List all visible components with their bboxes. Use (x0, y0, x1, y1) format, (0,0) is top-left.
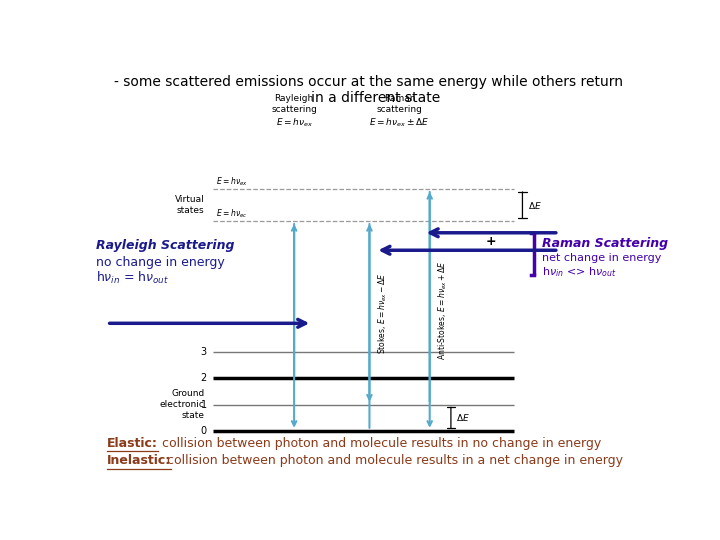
Text: Stokes, $E = h\nu_{ex} - \Delta E$: Stokes, $E = h\nu_{ex} - \Delta E$ (376, 272, 389, 354)
Text: h$\nu_{in}$ <> h$\nu_{out}$: h$\nu_{in}$ <> h$\nu_{out}$ (542, 265, 616, 279)
Text: 2: 2 (200, 373, 207, 383)
Text: Raman
scattering
$E = h\nu_{ex} \pm \Delta E$: Raman scattering $E = h\nu_{ex} \pm \Del… (369, 94, 430, 129)
Text: $E = h\nu_{ec}$: $E = h\nu_{ec}$ (216, 207, 247, 220)
Text: 0: 0 (201, 426, 207, 436)
Text: +: + (486, 235, 497, 248)
Text: $\Delta E$: $\Delta E$ (528, 200, 542, 211)
Text: Inelastic:: Inelastic: (107, 454, 171, 468)
Text: Elastic:: Elastic: (107, 437, 158, 450)
Text: 3: 3 (201, 347, 207, 357)
Text: h$\nu_{in}$ = h$\nu_{out}$: h$\nu_{in}$ = h$\nu_{out}$ (96, 269, 168, 286)
Text: Rayleigh
scattering
$E = h\nu_{ex}$: Rayleigh scattering $E = h\nu_{ex}$ (271, 94, 317, 129)
Text: 1: 1 (201, 400, 207, 409)
Text: Rayleigh Scattering: Rayleigh Scattering (96, 239, 234, 252)
Text: Anti-Stokes, $E = h\nu_{ex} + \Delta E$: Anti-Stokes, $E = h\nu_{ex} + \Delta E$ (436, 260, 449, 360)
Text: Raman Scattering: Raman Scattering (542, 237, 668, 250)
Text: collision between photon and molecule results in a net change in energy: collision between photon and molecule re… (167, 454, 623, 468)
Text: collision between photon and molecule results in no change in energy: collision between photon and molecule re… (154, 437, 601, 450)
Text: - some scattered emissions occur at the same energy while others return
   in a : - some scattered emissions occur at the … (114, 75, 624, 105)
Text: $\Delta E$: $\Delta E$ (456, 412, 470, 423)
Text: Virtual
states: Virtual states (175, 195, 204, 215)
Text: Ground
electronic
state: Ground electronic state (160, 389, 204, 420)
Text: no change in energy: no change in energy (96, 256, 225, 269)
Text: net change in energy: net change in energy (542, 253, 662, 263)
Text: $E = h\nu_{ex}$: $E = h\nu_{ex}$ (216, 176, 248, 188)
